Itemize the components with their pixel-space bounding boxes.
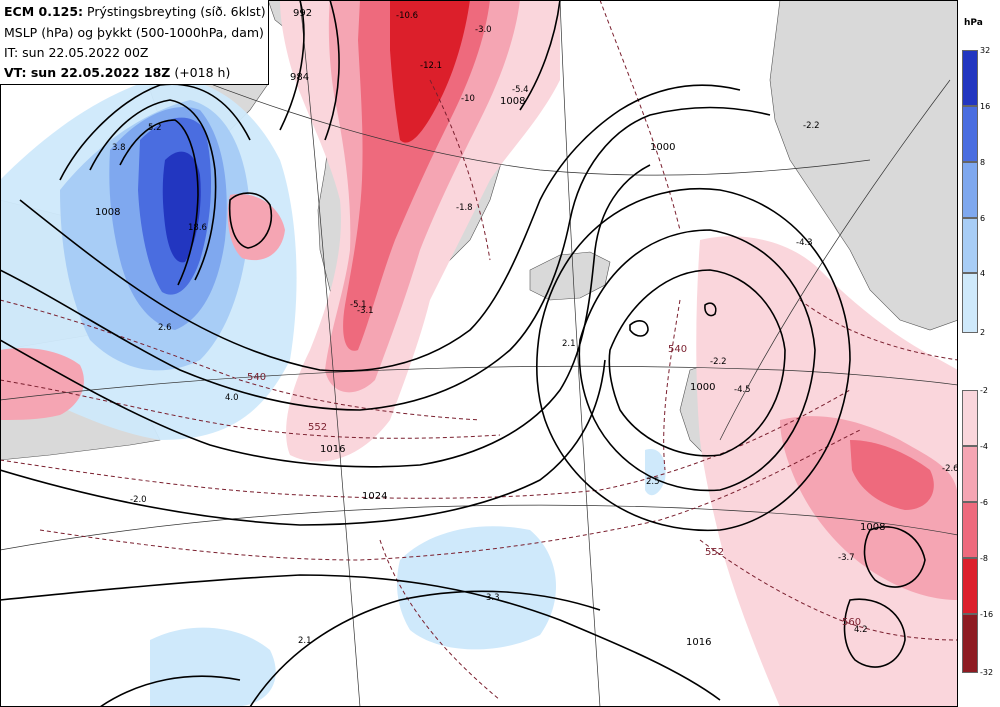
value-label: 5.2 (148, 123, 162, 133)
legend-swatch-increase (962, 162, 978, 218)
legend-swatch-increase (962, 273, 978, 333)
increase-zone-atlantic (397, 526, 557, 650)
value-label: -3.1 (357, 306, 374, 316)
value-label: -2.6 (942, 464, 958, 474)
value-label: -12.1 (420, 61, 442, 71)
legend-tick: 2 (980, 328, 986, 337)
isobar-label: 992 (293, 8, 312, 19)
header-title: ECM 0.125: Prýstingsbreyting (síð. 6klst… (4, 4, 266, 19)
value-label: 3.3 (486, 593, 500, 603)
isobar-label: 1000 (650, 142, 675, 153)
value-label: -10 (461, 94, 475, 104)
isobar-labels: 1000 1008 1016 1024 1016 1008 1000 992 9… (95, 8, 885, 648)
iceland-landmass (529, 251, 611, 301)
value-label: 2.1 (562, 339, 576, 349)
header-init-time: IT: sun 22.05.2022 00Z (4, 45, 149, 60)
value-label: -4.3 (796, 238, 813, 248)
isobar-label: 1008 (860, 522, 885, 533)
increase-zone-southwest (150, 627, 276, 707)
decrease-zone-core-north (390, 0, 470, 143)
legend-swatch-increase (962, 218, 978, 273)
legend-swatch-increase (962, 106, 978, 162)
forecast-lead: (+018 h) (170, 65, 231, 80)
legend-tick: 4 (980, 269, 986, 278)
value-label: -3.7 (838, 553, 855, 563)
value-label: 18.6 (188, 223, 207, 233)
isobar-label: 1016 (686, 637, 711, 648)
thickness-label: 560 (842, 617, 861, 628)
legend-swatch-increase (962, 50, 978, 106)
value-label: -2.0 (130, 495, 147, 505)
decrease-zone-west (0, 348, 84, 420)
product-description: Prýstingsbreyting (síð. 6klst) (83, 4, 266, 19)
header-variables: MSLP (hPa) og þykkt (500-1000hPa, dam) (4, 25, 264, 40)
thickness-label: 552 (308, 422, 327, 433)
increase-zone-peak (162, 151, 201, 263)
thickness-label: 540 (668, 344, 687, 355)
value-label: -5.1 (350, 300, 367, 310)
isobar-label: 1016 (320, 444, 345, 455)
increase-zone-ireland (645, 449, 666, 496)
thickness-contours (0, 0, 958, 701)
isobar-label: 1008 (500, 96, 525, 107)
legend-swatch-decrease (962, 558, 978, 614)
value-label: 2.1 (298, 636, 312, 646)
legend-tick: 32 (980, 46, 991, 55)
thickness-label: 540 (247, 372, 266, 383)
pressure-increase-layer (0, 78, 666, 707)
isobar-label: 1024 (362, 491, 387, 502)
legend-tick: 8 (980, 158, 986, 167)
value-labels: -10.6 -3.0 -12.1 -10 -5.4 5.2 3.8 18.6 2… (112, 11, 958, 646)
value-label: -5.4 (512, 85, 529, 95)
value-label: -10.6 (396, 11, 418, 21)
legend-swatch-decrease (962, 614, 978, 673)
legend-tick: -6 (980, 498, 988, 507)
decrease-zone-strong-north (343, 0, 490, 351)
legend-tick: -4 (980, 442, 988, 451)
legend-tick: -8 (980, 554, 988, 563)
valid-time-label: VT: sun 22.05.2022 18Z (4, 65, 171, 80)
legend-tick: -16 (980, 610, 994, 619)
model-name: ECM 0.125: (4, 4, 84, 19)
value-label: 2.6 (158, 323, 172, 333)
value-label: -3.0 (475, 25, 492, 35)
header-valid-time: VT: sun 22.05.2022 18Z (+018 h) (4, 65, 230, 80)
decrease-zone-east-strong (850, 440, 934, 510)
thickness-labels: 540 552 540 552 560 (247, 344, 861, 628)
value-label: -2.2 (803, 121, 820, 131)
map-canvas: 1000 1008 1016 1024 1016 1008 1000 992 9… (0, 0, 958, 707)
value-label: 4.2 (854, 625, 868, 635)
value-label: 2.5 (646, 477, 660, 487)
legend-tick: 16 (980, 102, 991, 111)
isobar-contours (0, 0, 926, 707)
value-label: -4.5 (734, 385, 751, 395)
isobar-label: 984 (290, 72, 309, 83)
legend-swatch-decrease (962, 502, 978, 558)
value-label: -2.2 (710, 357, 727, 367)
legend-unit: hPa (964, 18, 983, 28)
legend-swatch-decrease (962, 390, 978, 446)
legend-tick: 6 (980, 214, 986, 223)
value-label: 4.0 (225, 393, 239, 403)
pressure-decrease-layer (0, 0, 958, 707)
value-label: -1.8 (456, 203, 473, 213)
legend-tick: -2 (980, 386, 988, 395)
thickness-label: 552 (705, 547, 724, 558)
isobar-label: 1008 (95, 207, 120, 218)
legend-swatch-decrease (962, 446, 978, 502)
legend-tick: -32 (980, 668, 994, 677)
value-label: 3.8 (112, 143, 126, 153)
map-header: ECM 0.125: Prýstingsbreyting (síð. 6klst… (0, 0, 269, 85)
isobar-label: 1000 (690, 382, 715, 393)
